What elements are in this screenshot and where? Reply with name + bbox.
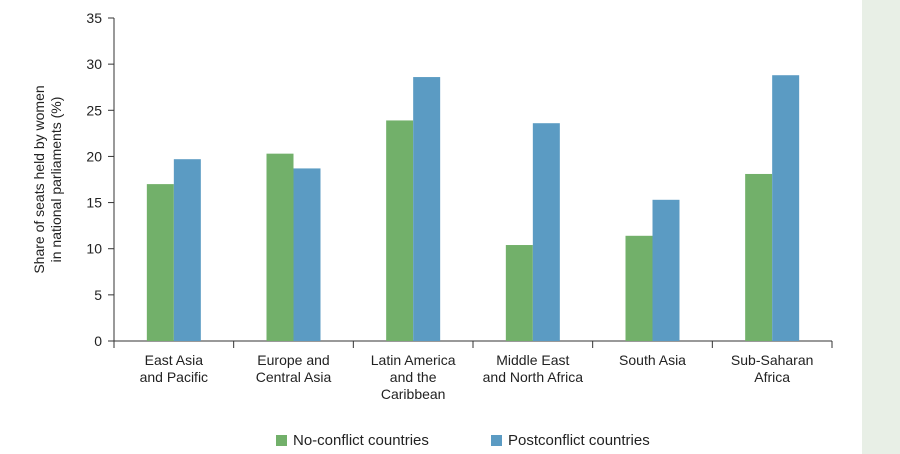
y-tick-label: 5	[94, 287, 102, 303]
x-category-label: Latin America and the Caribbean	[371, 352, 456, 402]
y-axis-title: Share of seats held by womenin national …	[31, 85, 64, 273]
bar-no-conflict	[505, 245, 533, 341]
y-axis: 0 5 10 15 20 25 30 35	[86, 10, 115, 349]
y-tick-label: 15	[86, 195, 102, 211]
bar-no-conflict	[386, 120, 414, 342]
y-tick-label: 0	[94, 333, 102, 349]
y-axis-title-text: Share of seats held by womenin national …	[31, 85, 64, 273]
bar-postconflict	[772, 75, 800, 342]
bars	[146, 75, 800, 342]
x-category-label: Sub-Saharan Africa	[731, 352, 814, 385]
legend: No-conflict countries Postconflict countr…	[276, 432, 650, 449]
y-tick-label: 30	[86, 56, 102, 72]
y-tick-label: 25	[86, 102, 102, 118]
bar-chart: 0 5 10 15 20 25 30 35 East Asia and Pacific Europ…	[31, 10, 833, 449]
x-axis: East Asia and Pacific Europe and Central As…	[113, 340, 833, 402]
bar-postconflict	[293, 168, 321, 341]
legend-label-no-conflict: No-conflict countries	[293, 432, 429, 449]
bar-postconflict	[652, 199, 680, 341]
bar-postconflict	[173, 159, 201, 341]
y-tick-label: 10	[86, 241, 102, 257]
y-tick-label: 35	[86, 10, 102, 26]
side-panel	[862, 0, 900, 454]
bar-no-conflict	[745, 173, 773, 341]
x-category-label: East Asia and Pacific	[140, 352, 208, 385]
legend-swatch-postconflict	[491, 435, 502, 446]
x-category-label: Middle East and North Africa	[483, 352, 584, 385]
legend-label-postconflict: Postconflict countries	[508, 432, 650, 449]
bar-no-conflict	[266, 153, 294, 341]
bar-no-conflict	[146, 184, 174, 341]
bar-postconflict	[532, 123, 560, 341]
x-category-label: Europe and Central Asia	[256, 352, 332, 385]
bar-no-conflict	[625, 235, 653, 341]
bar-postconflict	[413, 77, 441, 341]
y-tick-label: 20	[86, 148, 102, 164]
legend-swatch-no-conflict	[276, 435, 287, 446]
x-category-label: South Asia	[619, 352, 686, 368]
